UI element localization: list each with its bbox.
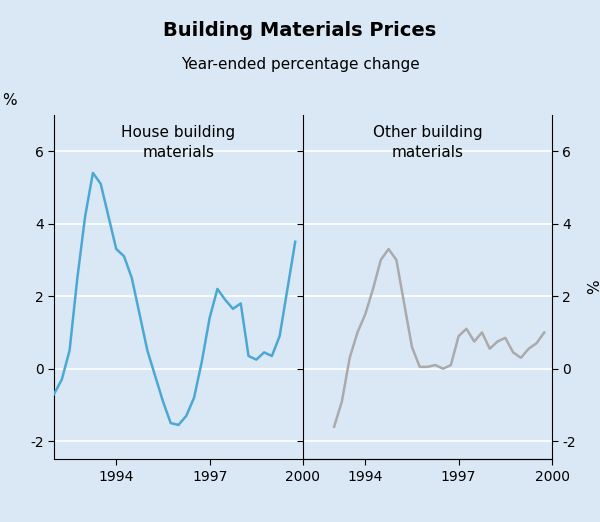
Text: Year-ended percentage change: Year-ended percentage change [181, 57, 419, 73]
Text: House building
materials: House building materials [121, 125, 236, 160]
Text: Other building
materials: Other building materials [373, 125, 482, 160]
Text: %: % [2, 93, 16, 108]
Text: Building Materials Prices: Building Materials Prices [163, 21, 437, 40]
Y-axis label: %: % [587, 280, 600, 294]
